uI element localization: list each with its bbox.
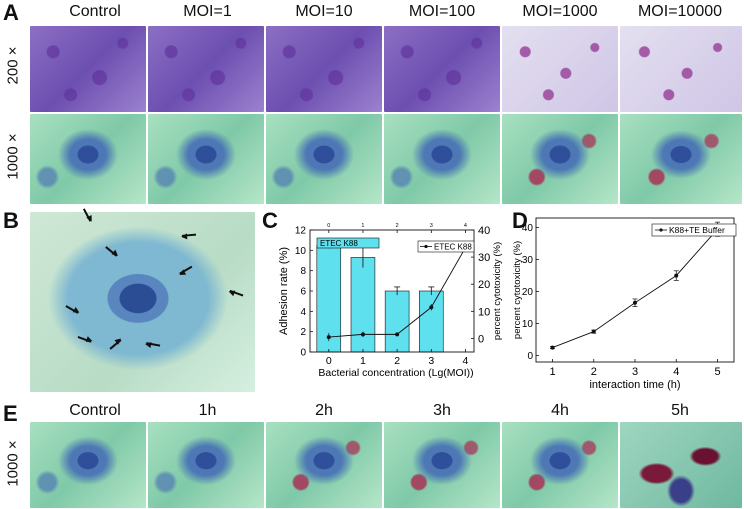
tick-label-c-top: 4 — [464, 223, 467, 229]
legend-c-line-box — [417, 240, 475, 253]
panel-e-col-label-2: 2h — [315, 402, 333, 419]
micrograph-e-1h — [148, 422, 264, 508]
micrograph-a-moi1-1000x — [148, 114, 264, 204]
tick-label-c-left: 10 — [295, 246, 307, 257]
point-cytotoxicity — [360, 332, 365, 337]
tick-label-c-bottom: 1 — [360, 355, 366, 367]
legend-c-line-label: ETEC K88 — [434, 243, 472, 252]
tick-label-c-left: 12 — [295, 226, 307, 237]
micrograph-e-5h — [620, 422, 742, 508]
tick-label-d-bottom: 2 — [591, 366, 597, 378]
panel-e-col-label-1: 1h — [198, 402, 217, 419]
micrograph-e-4h — [502, 422, 618, 508]
tick-label-c-bottom: 0 — [326, 355, 332, 367]
bar-adhesion — [350, 257, 376, 353]
panel-d-letter: D — [512, 208, 528, 233]
tick-label-d-bottom: 3 — [632, 366, 638, 378]
panel-e-col-label-4: 4h — [551, 402, 569, 419]
tick-label-c-bottom: 4 — [463, 355, 469, 367]
chart-d-xlabel: interaction time (h) — [589, 379, 680, 391]
tick-label-d-left: 40 — [522, 223, 534, 234]
micrograph-a-moi10000-1000x — [620, 114, 742, 204]
micrograph-a-moi1000-200x — [502, 26, 618, 112]
panel-a-col-label-0: Control — [69, 3, 121, 20]
micrograph-a-moi100-200x — [384, 26, 500, 112]
tick-label-d-bottom: 4 — [673, 366, 679, 378]
point-cytotoxicity — [429, 305, 434, 310]
tick-label-c-right: 10 — [478, 306, 490, 318]
tick-label-c-bottom: 3 — [428, 355, 434, 367]
tick-label-c-top: 2 — [396, 223, 399, 229]
micrograph-e-3h — [384, 422, 500, 508]
point-d — [591, 329, 596, 334]
chart-d-frame — [535, 217, 735, 363]
tick-label-c-left: 0 — [300, 348, 306, 359]
tick-label-c-left: 6 — [300, 287, 306, 298]
tick-label-d-bottom: 1 — [549, 366, 555, 378]
chart-c-ylabel-right: percent cytotoxicity (%) — [492, 242, 503, 340]
point-d — [633, 300, 637, 305]
tick-label-c-right: 0 — [478, 333, 484, 345]
tick-label-d-bottom: 5 — [714, 366, 720, 378]
tick-label-c-top: 3 — [430, 223, 433, 229]
panel-c-letter: C — [262, 208, 278, 233]
micrograph-a-moi10-200x — [266, 26, 382, 112]
micrograph-a-moi10000-200x — [620, 26, 742, 112]
bar-adhesion — [384, 290, 410, 353]
tick-label-c-top: 0 — [327, 223, 330, 229]
tick-label-c-left: 8 — [300, 266, 306, 277]
legend-d-label: K88+TE Buffer — [669, 225, 725, 235]
panel-a-letter: A — [3, 0, 19, 25]
panel-e-col-label-3: 3h — [433, 402, 451, 419]
line-d-cytotoxicity — [552, 228, 718, 349]
panel-e-col-label-0: Control — [69, 402, 121, 419]
legend-c-bar-box — [316, 237, 380, 249]
micrograph-a-control-200x — [30, 26, 146, 112]
micrograph-e-control — [30, 422, 146, 508]
panel-e-row-label-1000x: 1000 × — [4, 440, 22, 487]
chart-d-ylabel: percent cytotoxicity (%) — [512, 241, 523, 339]
micrograph-a-moi1000-1000x — [502, 114, 618, 204]
point-d — [550, 345, 555, 350]
tick-label-c-right: 30 — [478, 252, 490, 264]
tick-label-c-top: 1 — [361, 223, 364, 229]
legend-d-box — [651, 223, 737, 237]
panel-b-letter: B — [3, 208, 19, 233]
point-d — [674, 273, 679, 278]
panel-e-letter: E — [3, 401, 18, 426]
legend-c-bar-label: ETEC K88 — [320, 239, 358, 248]
tick-label-d-left: 0 — [527, 351, 533, 362]
panel-a-row-label-200x: 200 × — [4, 46, 22, 85]
panel-e-col-label-5: 5h — [671, 402, 689, 419]
panel-a-col-label-4: MOI=1000 — [522, 3, 598, 20]
tick-label-c-right: 20 — [478, 279, 490, 291]
bar-adhesion — [419, 290, 444, 353]
micrograph-a-moi100-1000x — [384, 114, 500, 204]
tick-label-d-left: 20 — [522, 287, 534, 298]
micrograph-a-control-1000x — [30, 114, 146, 204]
point-cytotoxicity — [326, 335, 331, 340]
micrograph-b-single-cell — [30, 212, 255, 392]
micrograph-e-2h — [266, 422, 382, 508]
tick-label-c-left: 2 — [300, 327, 306, 338]
chart-d-cytotoxicity-time: 0 10 20 30 40 1 2 3 4 5 K88+TE Buffer percent cyt… — [512, 217, 737, 391]
panel-a-col-label-5: MOI=10000 — [637, 3, 723, 20]
tick-label-c-left: 4 — [300, 307, 306, 318]
tick-label-d-left: 30 — [522, 255, 534, 266]
tick-label-c-right: 40 — [478, 225, 490, 237]
point-cytotoxicity — [395, 332, 400, 337]
panel-a-col-label-2: MOI=10 — [295, 3, 353, 20]
panel-a-row-label-1000x: 1000 × — [4, 133, 22, 180]
micrograph-a-moi10-1000x — [266, 114, 382, 204]
chart-c-xlabel: Bacterial concentration (Lg(MOI)) — [318, 367, 473, 379]
micrograph-a-moi1-200x — [148, 26, 264, 112]
chart-c-ylabel: Adhesion rate (%) — [278, 247, 290, 335]
tick-label-d-left: 10 — [522, 319, 534, 330]
panel-a-col-label-3: MOI=100 — [408, 3, 476, 20]
tick-label-c-bottom: 2 — [394, 355, 400, 367]
panel-a-col-label-1: MOI=1 — [183, 3, 232, 20]
